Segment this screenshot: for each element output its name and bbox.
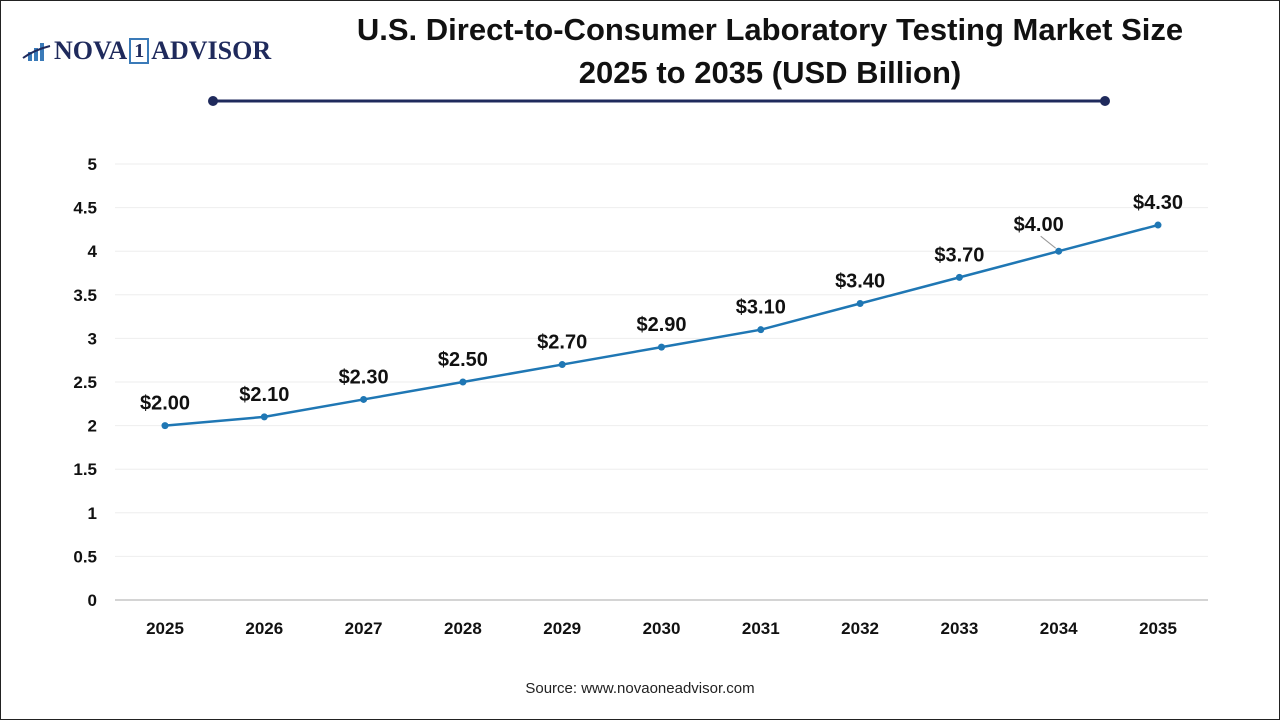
logo-bars-icon [22, 43, 51, 61]
data-label: $2.90 [636, 314, 686, 336]
logo-text-right: ADVISOR [151, 36, 272, 65]
logo-text-left: NOVA [54, 36, 128, 65]
y-tick-label: 2.5 [73, 373, 97, 392]
leader-line [1040, 235, 1057, 249]
data-point [558, 361, 566, 369]
data-point [658, 343, 665, 351]
data-point [955, 273, 963, 281]
data-label: $2.30 [339, 366, 389, 388]
data-point [1055, 247, 1063, 255]
x-tick-label: 2030 [643, 619, 681, 638]
data-label: $4.30 [1133, 192, 1183, 214]
data-point [161, 422, 169, 430]
y-tick-label: 0.5 [73, 547, 97, 566]
x-tick-label: 2031 [742, 619, 780, 638]
logo: NOVA 1 ADVISOR [22, 36, 271, 66]
x-tick-label: 2028 [444, 619, 482, 638]
title-rule-dot-right [1100, 96, 1110, 106]
title-rule-dot-left [208, 96, 218, 106]
data-label: $2.10 [239, 384, 289, 406]
data-label: $2.00 [140, 393, 190, 415]
x-tick-label: 2033 [940, 619, 978, 638]
data-label: $2.50 [438, 349, 488, 371]
data-point [1154, 221, 1162, 229]
x-tick-label: 2034 [1040, 619, 1078, 638]
y-tick-label: 4.5 [73, 199, 97, 218]
data-point [260, 413, 268, 421]
y-tick-label: 3.5 [73, 286, 97, 305]
y-tick-label: 1.5 [73, 460, 97, 479]
data-label: $3.40 [835, 271, 885, 293]
data-point [459, 378, 467, 386]
x-tick-label: 2035 [1139, 619, 1177, 638]
data-label: $4.00 [1014, 214, 1064, 236]
data-point [856, 300, 864, 308]
x-tick-label: 2029 [543, 619, 581, 638]
y-tick-label: 5 [88, 155, 97, 174]
data-point [757, 326, 765, 334]
chart-title: U.S. Direct-to-Consumer Laboratory Testi… [356, 12, 1184, 90]
y-tick-label: 3 [88, 329, 97, 348]
x-tick-label: 2032 [841, 619, 879, 638]
data-point [360, 395, 368, 403]
logo-text-mid: 1 [129, 38, 150, 64]
y-tick-label: 2 [88, 417, 97, 436]
y-tick-label: 4 [88, 242, 98, 261]
x-tick-label: 2026 [245, 619, 283, 638]
data-label: $3.70 [934, 244, 984, 266]
data-label: $2.70 [537, 332, 587, 354]
y-tick-label: 1 [88, 504, 97, 523]
source-note: Source: www.novaoneadvisor.com [525, 680, 755, 697]
x-tick-label: 2025 [146, 619, 184, 638]
data-label: $3.10 [736, 297, 786, 319]
y-tick-label: 0 [88, 591, 97, 610]
x-tick-label: 2027 [345, 619, 383, 638]
